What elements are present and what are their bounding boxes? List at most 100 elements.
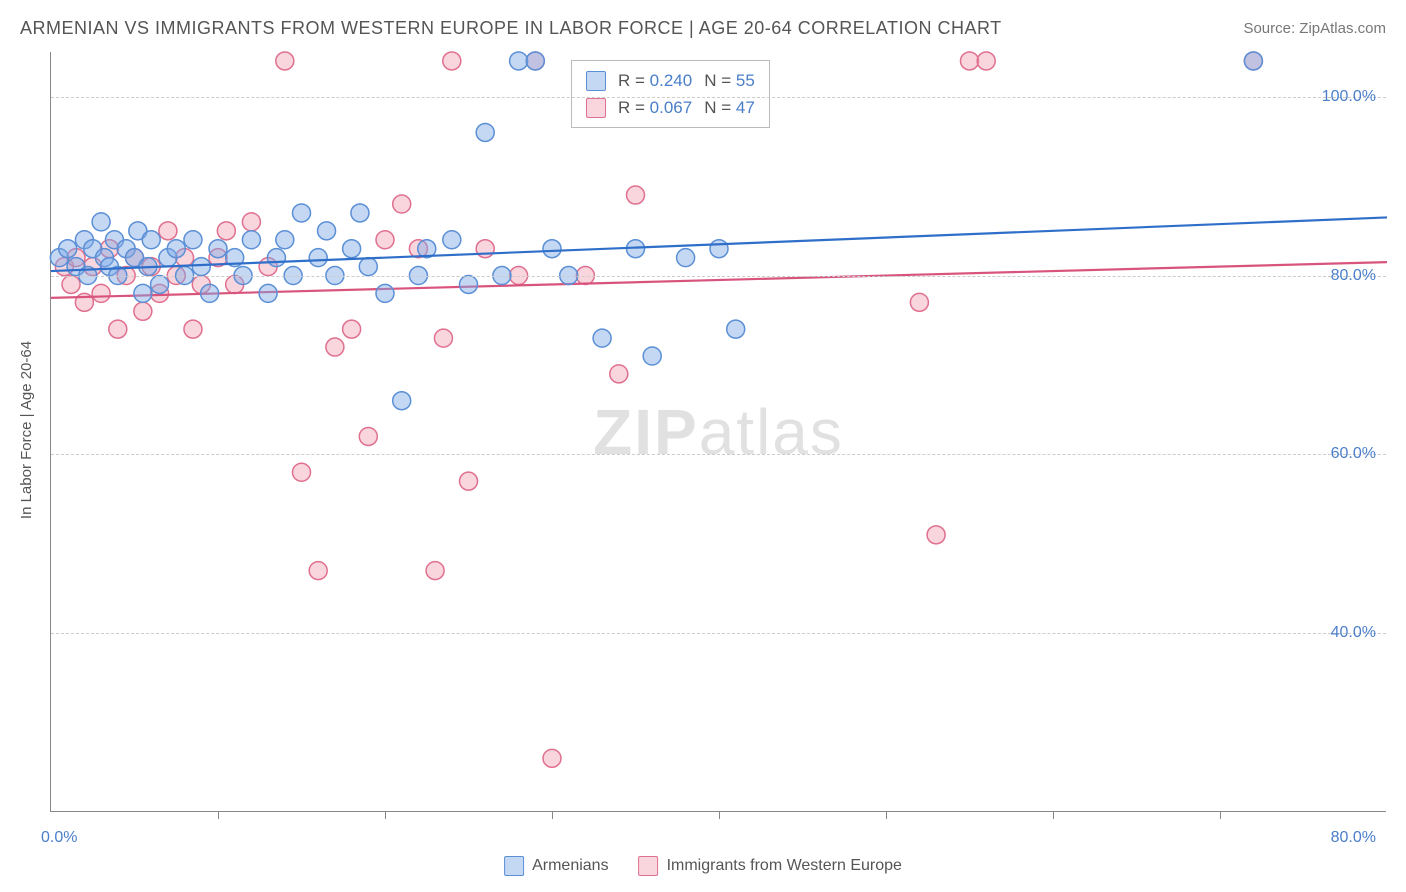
stat-legend: R = 0.240 N = 55 R = 0.067 N = 47 [571, 60, 770, 128]
r-value-a: 0.240 [650, 71, 693, 90]
point-armenians [184, 231, 202, 249]
point-armenians [393, 392, 411, 410]
plot-area: ZIPatlas R = 0.240 N = 55 R = 0.067 N = … [50, 52, 1386, 812]
point-armenians [92, 213, 110, 231]
y-tick-label: 80.0% [1331, 267, 1376, 285]
point-armenians [209, 240, 227, 258]
stat-row-armenians: R = 0.240 N = 55 [586, 67, 755, 94]
point-armenians [710, 240, 728, 258]
point-immigrants [977, 52, 995, 70]
point-armenians [167, 240, 185, 258]
r-label-a: R = [618, 71, 650, 90]
point-immigrants [276, 52, 294, 70]
y-tick-label: 100.0% [1322, 88, 1376, 106]
point-armenians [309, 249, 327, 267]
point-immigrants [927, 526, 945, 544]
x-tick [1053, 811, 1054, 819]
point-immigrants [961, 52, 979, 70]
point-immigrants [543, 749, 561, 767]
scatter-svg [51, 52, 1386, 811]
swatch-immigrants [586, 98, 606, 118]
point-armenians [727, 320, 745, 338]
point-immigrants [92, 284, 110, 302]
point-immigrants [343, 320, 361, 338]
point-immigrants [476, 240, 494, 258]
point-immigrants [359, 427, 377, 445]
point-armenians [510, 52, 528, 70]
point-immigrants [627, 186, 645, 204]
point-immigrants [62, 275, 80, 293]
point-armenians [460, 275, 478, 293]
point-armenians [242, 231, 260, 249]
r-label-b: R = [618, 98, 650, 117]
point-armenians [259, 284, 277, 302]
x-tick [218, 811, 219, 819]
point-immigrants [293, 463, 311, 481]
x-tick [886, 811, 887, 819]
point-armenians [293, 204, 311, 222]
y-axis-title: In Labor Force | Age 20-64 [18, 341, 35, 519]
point-armenians [267, 249, 285, 267]
point-armenians [677, 249, 695, 267]
point-immigrants [326, 338, 344, 356]
source-label: Source: ZipAtlas.com [1243, 20, 1386, 37]
point-armenians [1244, 52, 1262, 70]
point-immigrants [426, 562, 444, 580]
point-armenians [276, 231, 294, 249]
point-immigrants [443, 52, 461, 70]
x-label-right: 80.0% [1331, 829, 1376, 847]
legend-label-immigrants: Immigrants from Western Europe [667, 857, 902, 874]
point-armenians [443, 231, 461, 249]
point-armenians [151, 275, 169, 293]
point-armenians [593, 329, 611, 347]
swatch-armenians [586, 71, 606, 91]
point-immigrants [109, 320, 127, 338]
point-armenians [359, 258, 377, 276]
point-armenians [476, 123, 494, 141]
n-value-b: 47 [736, 98, 755, 117]
legend-label-armenians: Armenians [532, 857, 608, 874]
axis-legend: Armenians Immigrants from Western Europe [504, 856, 902, 876]
n-label-b: N = [704, 98, 736, 117]
x-tick [385, 811, 386, 819]
point-armenians [351, 204, 369, 222]
point-armenians [526, 52, 544, 70]
legend-swatch-armenians [504, 856, 524, 876]
point-immigrants [434, 329, 452, 347]
point-immigrants [460, 472, 478, 490]
gridline [51, 454, 1386, 455]
x-tick [1220, 811, 1221, 819]
x-label-left: 0.0% [41, 829, 77, 847]
point-armenians [134, 284, 152, 302]
point-armenians [318, 222, 336, 240]
point-armenians [192, 258, 210, 276]
gridline [51, 633, 1386, 634]
point-armenians [376, 284, 394, 302]
point-immigrants [184, 320, 202, 338]
n-value-a: 55 [736, 71, 755, 90]
stat-row-immigrants: R = 0.067 N = 47 [586, 94, 755, 121]
point-armenians [59, 240, 77, 258]
point-armenians [643, 347, 661, 365]
chart-title: ARMENIAN VS IMMIGRANTS FROM WESTERN EURO… [20, 18, 1002, 39]
point-armenians [343, 240, 361, 258]
point-immigrants [610, 365, 628, 383]
point-immigrants [910, 293, 928, 311]
y-tick-label: 40.0% [1331, 624, 1376, 642]
x-tick [719, 811, 720, 819]
n-label-a: N = [704, 71, 736, 90]
gridline [51, 276, 1386, 277]
point-immigrants [309, 562, 327, 580]
x-tick [552, 811, 553, 819]
point-immigrants [376, 231, 394, 249]
point-immigrants [217, 222, 235, 240]
point-immigrants [393, 195, 411, 213]
point-armenians [201, 284, 219, 302]
r-value-b: 0.067 [650, 98, 693, 117]
point-immigrants [242, 213, 260, 231]
point-armenians [142, 231, 160, 249]
point-immigrants [134, 302, 152, 320]
point-immigrants [159, 222, 177, 240]
legend-item-immigrants: Immigrants from Western Europe [639, 856, 902, 876]
legend-swatch-immigrants [639, 856, 659, 876]
